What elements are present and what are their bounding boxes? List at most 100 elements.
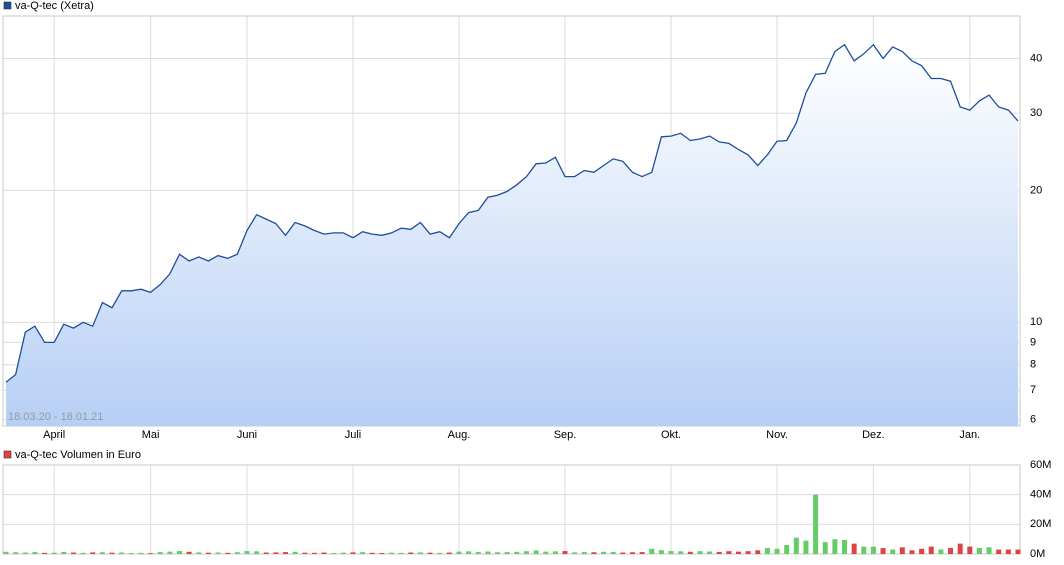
- volume-bar: [302, 552, 308, 554]
- volume-bar: [292, 551, 298, 554]
- volume-bar: [909, 550, 915, 554]
- volume-bar: [350, 552, 356, 554]
- legend-label: va-Q-tec (Xetra): [15, 0, 94, 12]
- volume-bar: [32, 552, 38, 554]
- y-tick-label: 20M: [1030, 518, 1051, 530]
- volume-bar: [629, 552, 635, 554]
- volume-bar: [408, 552, 414, 554]
- annotation: 18.03.20 - 18.01.21: [8, 411, 103, 423]
- volume-bar: [716, 551, 722, 554]
- y-tick-label: 40M: [1030, 489, 1051, 501]
- volume-bar: [379, 552, 385, 554]
- volume-bar: [186, 551, 192, 554]
- volume-bar: [157, 552, 163, 554]
- volume-bar: [861, 546, 867, 554]
- volume-bar: [42, 552, 48, 554]
- volume-bar: [870, 546, 876, 554]
- volume-bar: [649, 548, 655, 554]
- volume-bar: [572, 552, 578, 554]
- volume-bar: [880, 548, 886, 554]
- volume-bar: [466, 551, 472, 554]
- volume-bar: [514, 551, 520, 554]
- volume-bar: [3, 551, 9, 554]
- volume-bar: [687, 551, 693, 554]
- volume-bar: [639, 552, 645, 554]
- volume-bar: [196, 552, 202, 554]
- line: [5, 43, 1019, 383]
- volume-bar: [601, 551, 607, 554]
- x-tick-label: Jan.: [959, 429, 980, 441]
- volume-bar: [668, 551, 674, 554]
- volume-bar: [523, 551, 529, 554]
- volume-bar: [543, 551, 549, 554]
- area: [6, 44, 1018, 426]
- legend-label: va-Q-tec Volumen in Euro: [15, 449, 141, 461]
- volume-bar: [244, 551, 250, 554]
- volume-bar: [678, 551, 684, 554]
- volume-bar: [813, 494, 819, 554]
- volume-bar: [80, 552, 86, 554]
- volume-bar: [552, 551, 558, 554]
- volume-bar: [948, 548, 954, 554]
- volume-bar: [745, 551, 751, 554]
- x-tick-label: Juni: [237, 429, 257, 441]
- volume-bar: [928, 546, 934, 554]
- volume-bar: [13, 552, 19, 554]
- volume-bar: [215, 552, 221, 554]
- x-tick-label: April: [43, 429, 65, 441]
- volume-bar: [340, 552, 346, 554]
- volume-bar: [986, 547, 992, 554]
- volume-bar: [331, 552, 337, 554]
- volume-bar: [398, 552, 404, 554]
- volume-bar: [504, 552, 510, 554]
- x-tick-label: Aug.: [448, 429, 471, 441]
- volume-bar: [90, 552, 96, 554]
- volume-bar: [273, 552, 279, 554]
- volume-bar: [899, 547, 905, 554]
- y-tick-label: 20: [1030, 184, 1042, 196]
- volume-bar: [957, 543, 963, 554]
- volume-bar: [735, 551, 741, 554]
- volume-bar: [389, 552, 395, 554]
- volume-bar: [475, 551, 481, 554]
- y-tick-label: 60M: [1030, 459, 1051, 471]
- volume-bar: [446, 552, 452, 554]
- volume-bar: [360, 552, 366, 554]
- volume-bar: [832, 539, 838, 554]
- volume-bar: [138, 552, 144, 554]
- volume-bar: [167, 551, 173, 554]
- volume-bar: [263, 552, 269, 554]
- legend-swatch: [3, 450, 12, 459]
- volume-bar: [803, 540, 809, 554]
- volume-bar: [369, 552, 375, 554]
- volume-bar: [967, 546, 973, 554]
- volume-bar: [533, 550, 539, 554]
- plot-frame: [2, 464, 1021, 555]
- y-tick-label: 8: [1030, 359, 1036, 371]
- x-tick-label: Sep.: [554, 429, 577, 441]
- x-tick-label: Dez.: [862, 429, 885, 441]
- volume-bar: [205, 552, 211, 554]
- volume-bar: [176, 551, 182, 554]
- volume-bar: [485, 551, 491, 554]
- volume-bar: [562, 551, 568, 554]
- volume-bar: [726, 551, 732, 554]
- volume-bar: [99, 552, 105, 554]
- volume-bar: [707, 551, 713, 554]
- volume-bar: [70, 552, 76, 554]
- volume-bar: [109, 552, 115, 554]
- volume-bar: [755, 550, 761, 554]
- volume-bar: [51, 552, 57, 554]
- volume-bar: [697, 551, 703, 554]
- volume-bar: [119, 552, 125, 554]
- volume-bar: [417, 552, 423, 554]
- volume-bar: [784, 545, 790, 554]
- volume-bar: [610, 551, 616, 554]
- volume-bar: [61, 551, 67, 554]
- volume-bar: [591, 552, 597, 554]
- volume-bar: [842, 539, 848, 554]
- volume-bar: [234, 552, 240, 554]
- volume-bar: [1015, 549, 1021, 554]
- volume-bar: [148, 553, 154, 554]
- volume-bar: [128, 552, 134, 554]
